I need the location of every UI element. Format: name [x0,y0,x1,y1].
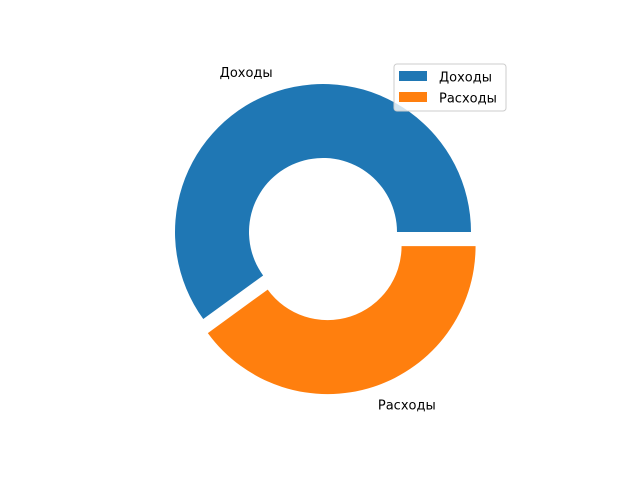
legend-swatch-income [399,71,427,81]
chart-slice-labels: Доходы Расходы [220,66,436,414]
legend-swatch-expenses [399,92,427,102]
slice-label-expenses: Расходы [378,399,436,414]
slice-income [175,83,472,319]
slice-expenses [207,246,476,395]
chart-legend: Доходы Расходы [393,63,507,112]
slice-label-income: Доходы [220,66,273,81]
chart-slices [175,83,476,395]
legend-label-income: Доходы [439,71,492,86]
legend-label-expenses: Расходы [439,92,497,107]
